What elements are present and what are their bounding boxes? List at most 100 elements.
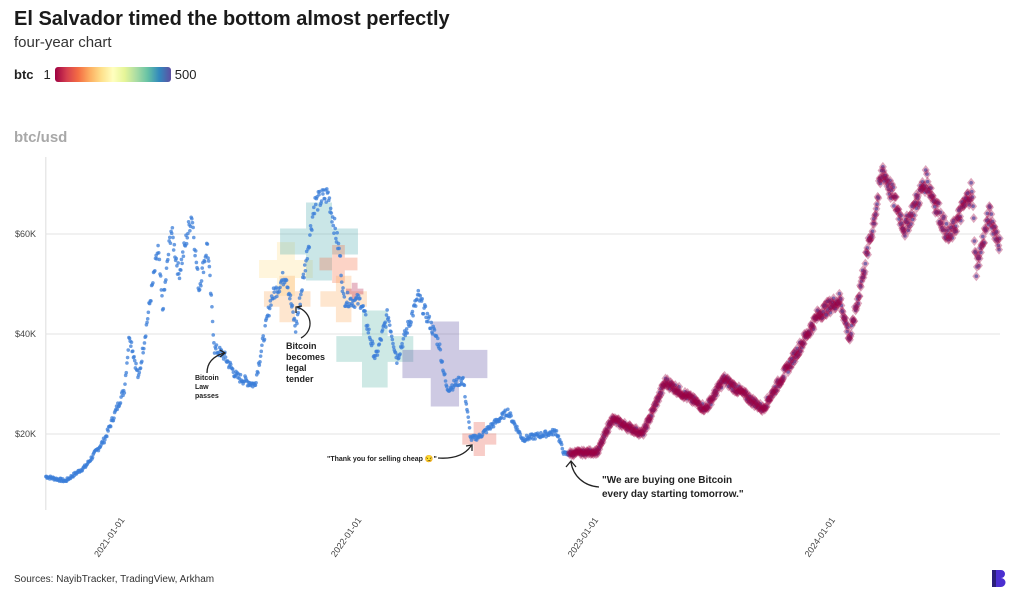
daily-purchase-marker bbox=[611, 414, 620, 425]
daily-purchase-marker bbox=[700, 405, 709, 416]
daily-purchase-marker bbox=[824, 296, 833, 307]
price-point bbox=[258, 360, 262, 364]
daily-purchase-marker bbox=[889, 200, 898, 211]
price-point bbox=[386, 315, 391, 320]
x-tick-label: 2021-01-01 bbox=[92, 515, 127, 558]
daily-purchase-marker bbox=[703, 403, 712, 414]
daily-purchase-marker bbox=[831, 303, 840, 314]
price-point bbox=[275, 294, 279, 299]
daily-purchase-marker bbox=[898, 223, 907, 234]
daily-purchase-marker bbox=[802, 331, 811, 342]
price-point bbox=[212, 351, 217, 355]
color-legend: btc 1 500 bbox=[14, 67, 196, 82]
daily-purchase-marker bbox=[623, 424, 632, 435]
daily-purchase-marker bbox=[609, 413, 618, 424]
price-point bbox=[929, 186, 933, 190]
daily-purchase-marker bbox=[986, 217, 995, 228]
daily-purchase-marker bbox=[660, 379, 669, 390]
price-point bbox=[467, 425, 472, 430]
daily-purchase-marker bbox=[907, 208, 916, 219]
daily-purchase-marker bbox=[719, 373, 728, 384]
daily-purchase-marker bbox=[932, 206, 941, 217]
y-tick-label: $60K bbox=[15, 229, 36, 239]
daily-purchase-marker bbox=[773, 375, 782, 386]
daily-purchase-marker bbox=[703, 401, 712, 412]
daily-purchase-marker bbox=[859, 272, 868, 283]
price-point bbox=[204, 253, 208, 258]
daily-purchase-marker bbox=[784, 366, 793, 377]
price-point bbox=[901, 226, 906, 231]
price-point bbox=[914, 206, 919, 210]
price-point bbox=[327, 196, 332, 200]
daily-purchase-marker bbox=[827, 302, 836, 313]
daily-purchase-marker bbox=[618, 418, 627, 429]
daily-purchase-marker bbox=[897, 218, 906, 229]
daily-purchase-marker bbox=[774, 381, 783, 392]
price-point bbox=[894, 195, 898, 199]
daily-purchase-marker bbox=[793, 343, 802, 354]
price-point bbox=[644, 426, 649, 430]
price-point bbox=[143, 334, 148, 339]
daily-purchase-marker bbox=[579, 447, 588, 458]
price-point bbox=[390, 337, 395, 342]
purchase-cross bbox=[336, 310, 414, 388]
daily-purchase-marker bbox=[916, 180, 925, 191]
daily-purchase-marker bbox=[910, 210, 919, 221]
daily-purchase-marker bbox=[603, 426, 612, 437]
daily-purchase-marker bbox=[786, 362, 795, 373]
daily-purchase-marker bbox=[640, 426, 649, 437]
daily-purchase-marker bbox=[893, 205, 902, 216]
daily-purchase-marker bbox=[617, 420, 626, 431]
daily-purchase-marker bbox=[987, 209, 996, 220]
daily-purchase-marker bbox=[960, 199, 969, 210]
daily-purchase-marker bbox=[655, 387, 664, 398]
daily-purchase-marker bbox=[872, 203, 881, 214]
daily-purchase-marker bbox=[995, 244, 1004, 255]
daily-purchase-marker bbox=[711, 388, 720, 399]
price-point bbox=[166, 257, 170, 262]
daily-purchase-marker bbox=[808, 321, 817, 332]
daily-purchase-marker bbox=[983, 208, 992, 219]
price-point bbox=[191, 225, 195, 230]
daily-purchase-marker bbox=[978, 241, 987, 252]
daily-purchase-marker bbox=[630, 427, 639, 438]
daily-purchase-marker bbox=[686, 389, 695, 400]
price-point bbox=[272, 290, 277, 294]
price-point bbox=[342, 295, 347, 299]
price-point bbox=[210, 304, 214, 309]
price-point bbox=[836, 301, 841, 306]
daily-purchase-marker bbox=[670, 385, 679, 396]
daily-purchase-marker bbox=[767, 391, 776, 402]
daily-purchase-marker bbox=[608, 412, 617, 423]
price-point bbox=[931, 194, 935, 198]
price-point bbox=[420, 297, 424, 301]
price-point bbox=[773, 384, 777, 389]
price-point bbox=[230, 367, 235, 371]
price-point bbox=[840, 310, 845, 314]
price-point bbox=[676, 388, 681, 392]
daily-purchase-marker bbox=[725, 375, 734, 386]
daily-purchase-marker bbox=[869, 218, 878, 229]
daily-purchase-marker bbox=[862, 247, 871, 258]
daily-purchase-marker bbox=[782, 363, 791, 374]
price-point bbox=[649, 414, 654, 419]
daily-purchase-marker bbox=[800, 328, 809, 339]
daily-purchase-marker bbox=[686, 390, 695, 401]
daily-purchase-marker bbox=[613, 415, 622, 426]
price-point bbox=[166, 252, 171, 257]
price-point bbox=[156, 243, 160, 248]
price-point bbox=[772, 392, 776, 396]
price-point bbox=[788, 365, 793, 370]
daily-purchase-marker bbox=[788, 353, 797, 364]
price-point bbox=[985, 211, 990, 216]
daily-purchase-marker bbox=[568, 447, 577, 458]
daily-purchase-marker bbox=[785, 356, 794, 367]
daily-purchase-marker bbox=[902, 210, 911, 221]
price-point bbox=[383, 320, 387, 325]
daily-purchase-marker bbox=[726, 377, 735, 388]
purchase-cross bbox=[259, 242, 313, 296]
daily-purchase-marker bbox=[933, 197, 942, 208]
daily-purchase-marker bbox=[573, 446, 582, 457]
daily-purchase-marker bbox=[738, 387, 747, 398]
price-point bbox=[138, 366, 143, 370]
